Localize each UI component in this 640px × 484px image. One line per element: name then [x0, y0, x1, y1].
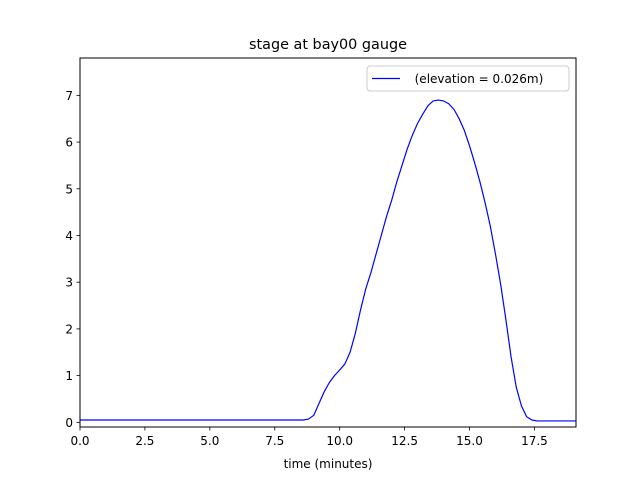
- y-tick-label: 5: [65, 182, 73, 196]
- series-line: [80, 99, 576, 422]
- x-tick-label: 0.0: [70, 434, 89, 448]
- x-tick-label: 5.0: [200, 434, 219, 448]
- plot-area: [80, 58, 576, 427]
- y-tick-label: 2: [65, 322, 73, 336]
- legend: (elevation = 0.026m): [366, 65, 570, 92]
- y-tick-label: 7: [65, 89, 73, 103]
- chart-title: stage at bay00 gauge: [249, 37, 407, 53]
- y-tick-label: 6: [65, 136, 73, 150]
- x-tick-label: 15.0: [456, 434, 483, 448]
- x-tick-label: 12.5: [391, 434, 418, 448]
- x-axis-label: time (minutes): [284, 457, 373, 471]
- x-tick-label: 17.5: [521, 434, 548, 448]
- y-tick-label: 4: [65, 229, 73, 243]
- y-tick-label: 0: [65, 416, 73, 430]
- y-tick-label: 3: [65, 276, 73, 290]
- y-axis-ticks: 0 1 2 3 4 5 6 7: [65, 89, 80, 430]
- x-tick-label: 7.5: [265, 434, 284, 448]
- series-layer: [80, 99, 576, 422]
- legend-series-label: (elevation = 0.026m): [407, 72, 543, 86]
- x-tick-label: 2.5: [135, 434, 154, 448]
- x-axis-ticks: 0.0 2.5 5.0 7.5 10.0 12.5 15.0 17.5: [70, 427, 548, 448]
- plot-frame: [79, 57, 577, 428]
- x-tick-label: 10.0: [326, 434, 353, 448]
- y-tick-label: 1: [65, 369, 73, 383]
- legend-box: [366, 65, 570, 92]
